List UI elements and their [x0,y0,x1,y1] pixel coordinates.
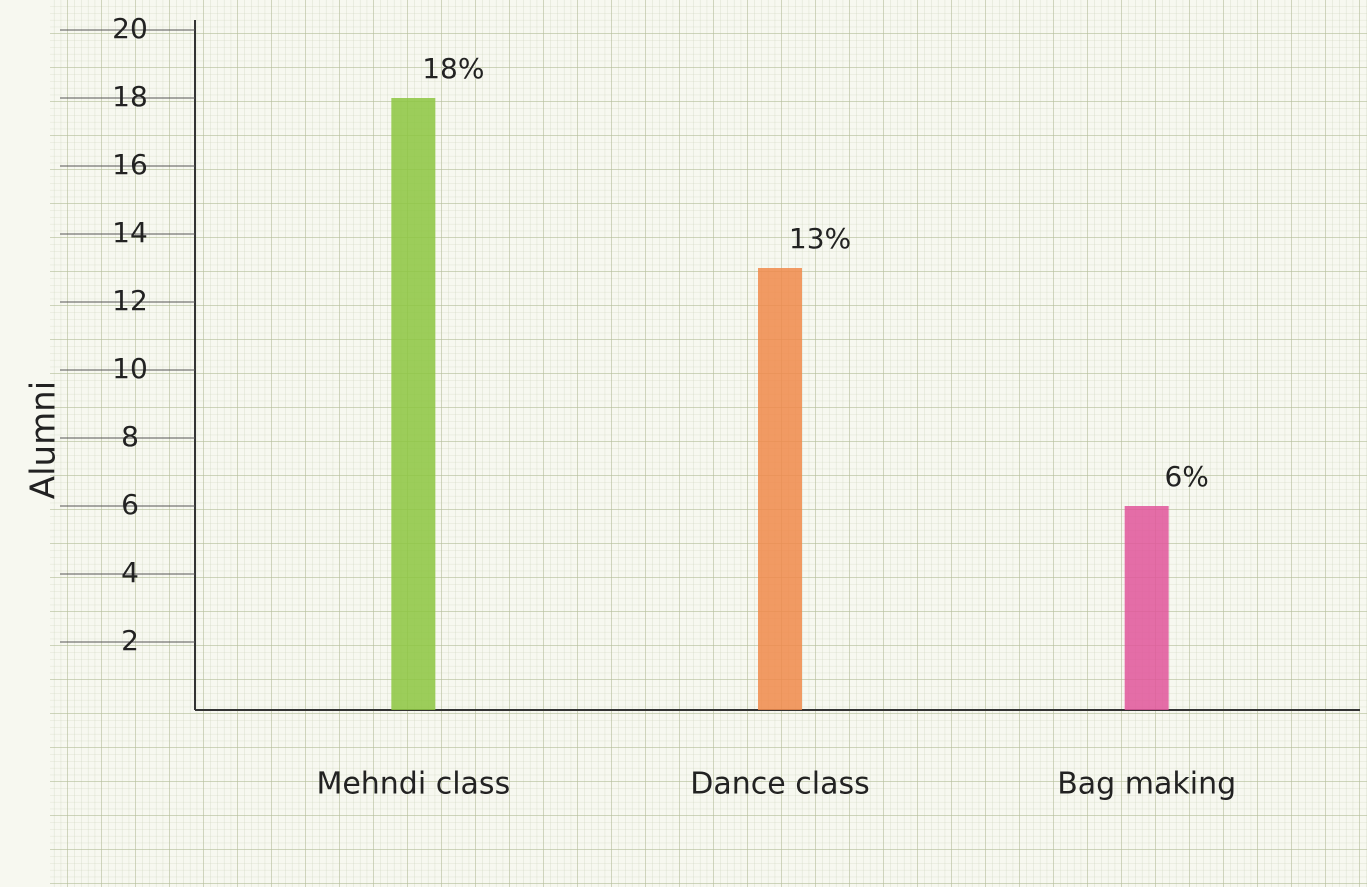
y-tick-label: 6 [121,488,139,521]
bar [1124,506,1169,710]
value-label: 13% [789,222,851,255]
y-tick-label: 10 [112,352,148,385]
y-axis-label: Alumni [24,381,64,499]
y-tick-label: 8 [121,420,139,453]
y-tick-label: 12 [112,284,148,317]
y-tick-label: 14 [112,216,148,249]
x-tick-label: Bag making [1057,767,1236,802]
y-tick-label: 18 [112,80,148,113]
y-tick-label: 20 [112,12,148,45]
y-tick-label: 2 [121,624,139,657]
y-tick-label: 16 [112,148,148,181]
x-tick-label: Mehndi class [316,767,510,802]
y-tick-label: 4 [121,556,139,589]
value-label: 18% [422,52,484,85]
x-tick-label: Dance class [690,767,869,802]
bar [758,268,802,710]
bar [391,98,436,710]
value-label: 6% [1164,460,1208,493]
graph-paper [50,0,1367,887]
